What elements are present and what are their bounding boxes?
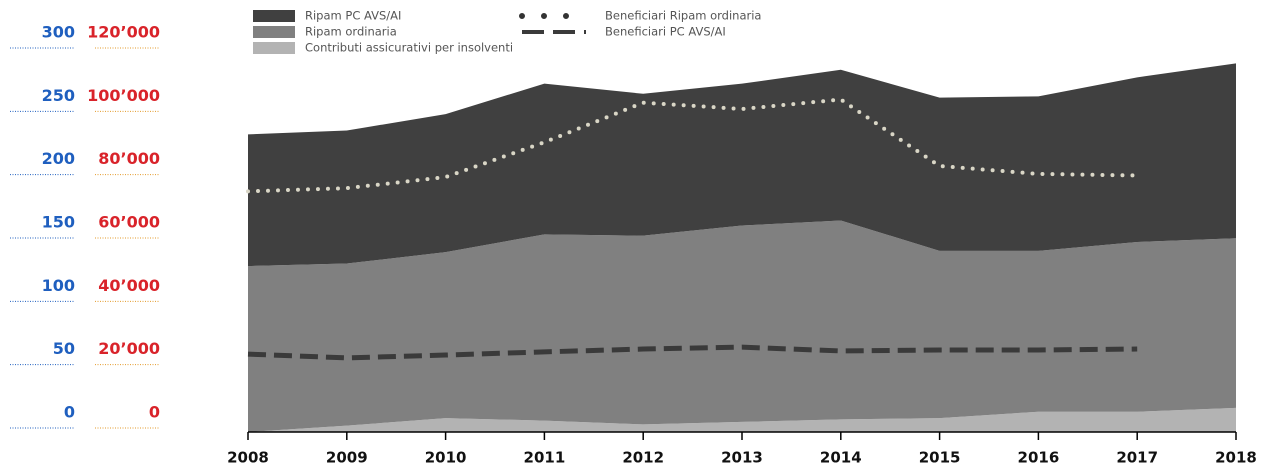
y2-tick-label: 60’000	[98, 213, 160, 232]
y-tick-label: 200	[42, 149, 75, 168]
legend-swatch	[253, 42, 295, 54]
x-tick-label: 2009	[326, 449, 368, 467]
legend-label: Ripam ordinaria	[305, 25, 397, 39]
y-tick-label: 250	[42, 86, 75, 105]
legend-label: Ripam PC AVS/AI	[305, 9, 401, 23]
x-tick-label: 2016	[1018, 449, 1060, 467]
x-tick-label: 2012	[622, 449, 664, 467]
y-tick-label: 150	[42, 213, 75, 232]
y2-tick-label: 0	[149, 403, 160, 422]
x-tick-label: 2015	[919, 449, 961, 467]
y-tick-label: 0	[64, 403, 75, 422]
y-tick-label: 50	[53, 339, 75, 358]
y2-tick-label: 120’000	[87, 23, 160, 42]
x-tick-label: 2014	[820, 449, 862, 467]
y2-tick-label: 80’000	[98, 149, 160, 168]
legend-swatch	[253, 10, 295, 22]
legend-label: Beneficiari Ripam ordinaria	[605, 9, 761, 23]
x-tick-label: 2010	[425, 449, 467, 467]
x-tick-label: 2011	[524, 449, 566, 467]
legend-label: Beneficiari PC AVS/AI	[605, 25, 726, 39]
y-tick-label: 100	[42, 276, 75, 295]
legend-swatch	[253, 26, 295, 38]
area	[248, 220, 1236, 432]
line	[247, 344, 1138, 361]
y-tick-label: 300	[42, 23, 75, 42]
y2-tick-label: 40’000	[98, 276, 160, 295]
y2-tick-label: 100’000	[87, 86, 160, 105]
y2-tick-label: 20’000	[98, 339, 160, 358]
area	[248, 63, 1236, 267]
legend-label: Contributi assicurativi per insolventi	[305, 41, 513, 55]
area	[248, 407, 1236, 432]
line	[246, 97, 1140, 194]
x-tick-label: 2013	[721, 449, 763, 467]
x-tick-label: 2018	[1215, 449, 1257, 467]
x-tick-label: 2017	[1116, 449, 1158, 467]
x-tick-label: 2008	[227, 449, 269, 467]
